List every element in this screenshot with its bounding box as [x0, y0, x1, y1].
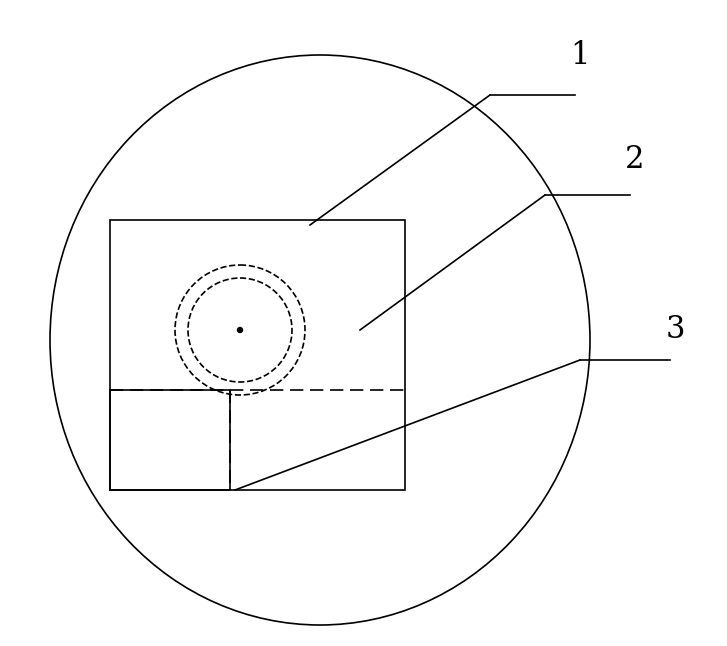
Text: 2: 2: [625, 145, 645, 176]
Text: 3: 3: [665, 315, 685, 346]
Bar: [110, 220, 405, 490]
Bar: [110, 390, 230, 490]
Circle shape: [238, 328, 243, 333]
Text: 1: 1: [570, 39, 590, 70]
